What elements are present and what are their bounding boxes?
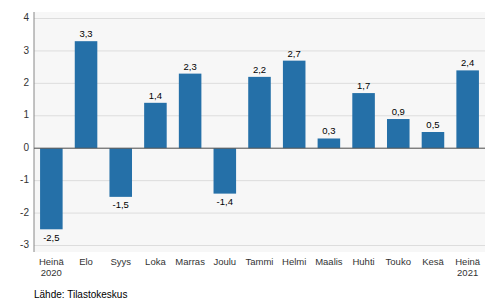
chart-container: -3 -2 -1 0 1 2 3 4 -2,5 3,3 -1,5 1,4 2,3 -1,4 2,2 2,7 0,… (0, 0, 493, 304)
x-tick-label: Marras (175, 256, 205, 267)
x-tick-label-line: Touko (386, 256, 411, 267)
data-label: 0,5 (426, 119, 439, 130)
x-tick-label: Syys (110, 256, 131, 267)
data-label: 0,3 (322, 125, 335, 136)
grid-line (34, 18, 485, 19)
bar (179, 74, 202, 149)
y-tick-label: -3 (20, 239, 29, 250)
grid-line (34, 50, 485, 51)
y-axis-line (34, 12, 35, 252)
x-tick-label-line: Loka (145, 256, 166, 267)
x-tick-label: Maalis (315, 256, 343, 267)
x-tick-label: Tammi (246, 256, 274, 267)
bar (387, 119, 410, 148)
bar (75, 41, 98, 148)
x-tick-label: Joulu (213, 256, 236, 267)
y-tick-label: 4 (23, 12, 29, 23)
x-tick-label: Loka (145, 256, 166, 267)
bar (40, 148, 63, 229)
bar (109, 148, 132, 197)
zero-line (34, 148, 485, 149)
data-label: -1,5 (113, 199, 129, 210)
source-note: Lähde: Tilastokeskus (34, 289, 127, 300)
chart-svg: -3 -2 -1 0 1 2 3 4 -2,5 3,3 -1,5 1,4 2,3 -1,4 2,2 2,7 0,… (0, 0, 493, 304)
x-tick-label: Heinä2020 (39, 256, 65, 278)
data-label: -1,4 (217, 196, 233, 207)
y-tick-label: 1 (23, 109, 29, 120)
data-label: 0,9 (392, 106, 405, 117)
y-tick-label: 2 (23, 77, 29, 88)
x-tick-label-line: 2020 (41, 267, 62, 278)
plot-background (34, 12, 485, 252)
x-tick-label-line: Heinä (39, 256, 65, 267)
bars (40, 41, 479, 229)
bar (144, 103, 167, 148)
bar (456, 70, 479, 148)
x-tick-label-line: Heinä (455, 256, 481, 267)
y-grid (34, 18, 485, 245)
data-label: 3,3 (79, 28, 92, 39)
data-label: 2,2 (253, 64, 266, 75)
bar (422, 132, 445, 148)
x-tick-label-line: Maalis (315, 256, 343, 267)
bar (352, 93, 375, 148)
x-tick-label: Heinä2021 (455, 256, 481, 278)
x-tick-label-line: Helmi (282, 256, 306, 267)
bar (214, 148, 237, 193)
x-tick-label-line: Huhti (352, 256, 374, 267)
data-label: 1,7 (357, 80, 370, 91)
x-tick-label-line: Syys (110, 256, 131, 267)
data-label: 2,3 (184, 61, 197, 72)
x-tick-label-line: Elo (79, 256, 93, 267)
data-label: 2,4 (461, 57, 474, 68)
data-label: 2,7 (288, 48, 301, 59)
grid-line (34, 213, 485, 214)
x-tick-label-line: Tammi (246, 256, 274, 267)
grid-line (34, 148, 485, 149)
bar (248, 77, 271, 148)
x-tick-label-line: Kesä (422, 256, 444, 267)
data-label: 1,4 (149, 90, 162, 101)
grid-line (34, 180, 485, 181)
bar (318, 138, 341, 148)
y-tick-label: -2 (20, 207, 29, 218)
y-tick-label: 0 (23, 142, 29, 153)
grid-line (34, 245, 485, 246)
x-tick-label: Touko (386, 256, 411, 267)
page: {"chart_data": {"type": "bar", "categori… (0, 0, 493, 304)
bar (283, 61, 306, 149)
x-tick-label-line: Marras (175, 256, 205, 267)
y-tick-label: 3 (23, 45, 29, 56)
x-tick-label: Huhti (352, 256, 374, 267)
x-tick-label-line: Joulu (213, 256, 236, 267)
x-tick-label: Elo (79, 256, 93, 267)
data-label: -2,5 (43, 232, 59, 243)
x-tick-label: Helmi (282, 256, 306, 267)
y-tick-label: -1 (20, 174, 29, 185)
x-tick-label: Kesä (422, 256, 444, 267)
x-tick-label-line: 2021 (457, 267, 478, 278)
